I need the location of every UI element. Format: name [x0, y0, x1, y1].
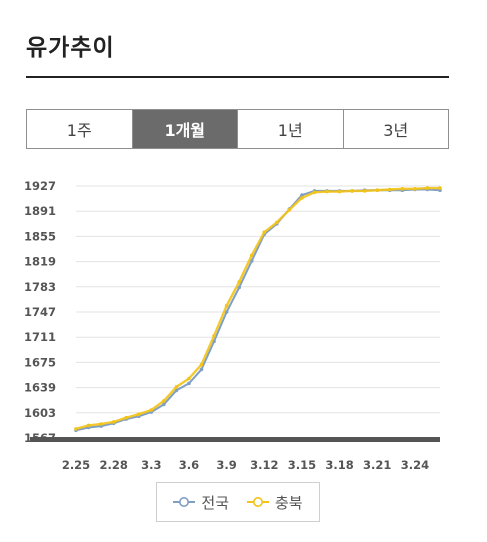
data-point-series-2: [249, 253, 254, 258]
legend-label-series-1: 전국: [201, 493, 229, 512]
data-point-series-2: [237, 280, 241, 284]
x-tick-label: 2.25: [62, 458, 90, 472]
data-point-series-2: [136, 412, 141, 416]
tab-3-years[interactable]: 3년: [343, 110, 448, 148]
data-point-series-2: [350, 189, 354, 193]
x-tick-label: 3.15: [288, 458, 316, 472]
y-tick-label: 1891: [24, 204, 56, 218]
legend-item-series-2[interactable]: 충북: [247, 492, 303, 513]
data-point-series-2: [86, 423, 91, 428]
tab-1-year[interactable]: 1년: [238, 110, 344, 148]
data-point-series-2: [275, 220, 279, 225]
data-point-series-2: [187, 376, 191, 381]
data-point-series-2: [425, 186, 430, 190]
data-point-series-1: [199, 367, 204, 372]
page-title: 유가추이: [26, 35, 115, 61]
data-point-series-1: [237, 285, 241, 290]
tab-1-month[interactable]: 1개월: [132, 110, 238, 148]
data-point-series-1: [187, 381, 191, 386]
data-point-series-2: [413, 187, 417, 191]
data-point-series-2: [99, 422, 103, 426]
y-tick-label: 1783: [24, 280, 56, 294]
data-point-series-2: [111, 420, 116, 424]
data-point-series-2: [325, 189, 329, 194]
data-point-series-2: [300, 196, 304, 200]
x-tick-label: 3.9: [216, 458, 236, 472]
series-line-2: [75, 186, 440, 431]
series-line-1: [75, 188, 441, 432]
y-tick-label: 1603: [24, 406, 56, 420]
x-tick-label: 3.3: [141, 458, 161, 472]
tab-1-week[interactable]: 1주: [27, 110, 133, 148]
x-tick-label: 3.21: [363, 458, 391, 472]
legend-marker-series-2: [247, 497, 269, 507]
data-point-series-2: [387, 187, 392, 192]
period-tabs: 1주 1개월 1년 3년: [26, 109, 449, 149]
x-tick-label: 3.24: [401, 458, 429, 472]
y-tick-label: 1855: [24, 229, 56, 243]
data-point-series-2: [262, 230, 267, 234]
data-point-series-2: [362, 189, 367, 193]
data-point-series-2: [312, 190, 317, 195]
y-tick-label: 1819: [24, 255, 56, 269]
y-tick-label: 1567: [24, 431, 56, 445]
data-point-series-2: [124, 415, 129, 420]
data-point-series-2: [375, 188, 380, 192]
legend-marker-series-1: [173, 497, 196, 507]
data-point-series-2: [337, 189, 342, 194]
data-point-series-2: [174, 385, 179, 389]
title-divider: [26, 76, 449, 78]
y-tick-label: 1927: [24, 179, 56, 193]
data-point-series-2: [74, 427, 78, 431]
y-tick-label: 1747: [24, 305, 56, 319]
x-axis-baseline: [30, 437, 440, 442]
chart-legend: 전국 충북: [156, 482, 320, 522]
data-point-series-2: [162, 399, 166, 403]
legend-item-series-1[interactable]: 전국: [173, 492, 229, 513]
data-point-series-2: [149, 408, 154, 412]
data-point-series-2: [199, 362, 204, 367]
x-tick-label: 3.18: [325, 458, 353, 472]
data-point-series-2: [438, 186, 442, 190]
data-point-series-2: [224, 303, 229, 308]
x-tick-label: 3.6: [179, 458, 199, 472]
y-tick-label: 1639: [24, 381, 56, 395]
data-point-series-2: [400, 187, 405, 191]
data-point-series-1: [300, 193, 304, 197]
x-tick-label: 2.28: [99, 458, 127, 472]
x-tick-label: 3.12: [250, 458, 278, 472]
data-point-series-2: [212, 334, 216, 338]
legend-label-series-2: 충북: [275, 493, 303, 512]
y-tick-label: 1675: [24, 355, 56, 369]
data-point-series-1: [224, 310, 229, 314]
data-point-series-1: [162, 402, 166, 407]
y-tick-label: 1711: [24, 330, 56, 344]
price-trend-chart: 1567 1603 1639 1675 1711 1747 1783 1819 1855 1891…: [24, 179, 442, 472]
data-point-series-2: [287, 208, 292, 212]
